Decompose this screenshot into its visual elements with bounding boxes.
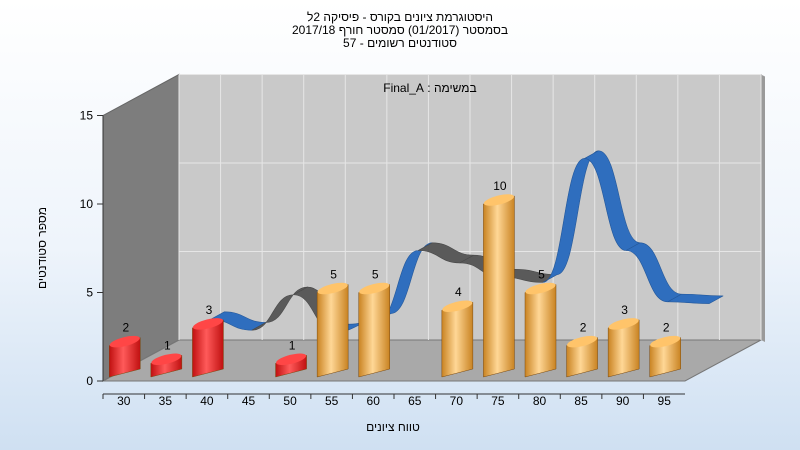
- x-tick-label: 80: [533, 394, 547, 408]
- bar-body: [566, 337, 598, 378]
- x-tick-label: 70: [450, 394, 464, 408]
- bar: 1: [275, 338, 307, 378]
- bar: 2: [649, 321, 681, 378]
- x-tick-label: 30: [117, 394, 131, 408]
- bar: 5: [316, 268, 349, 378]
- bar: 2: [566, 321, 598, 378]
- bar-body: [441, 301, 474, 378]
- bar-data-label: 10: [493, 179, 507, 193]
- bar-data-label: 3: [206, 303, 213, 317]
- bar-body: [649, 337, 681, 378]
- x-tick-label: 55: [325, 394, 339, 408]
- bar: 10: [483, 179, 515, 378]
- bar-body: [192, 319, 224, 378]
- y-axis-label: מספר סטודנטים: [35, 207, 49, 289]
- bar-body: [524, 284, 557, 378]
- x-tick-label: 85: [574, 394, 588, 408]
- bar: 1: [150, 338, 183, 378]
- bar: 2: [109, 321, 141, 378]
- bar-data-label: 1: [164, 338, 171, 352]
- bar-data-label: 5: [538, 268, 545, 282]
- chart-annotation: במשימה : Final_A: [383, 81, 476, 95]
- bar-cap: [483, 194, 515, 206]
- bar-cap: [608, 318, 639, 330]
- x-tick-label: 60: [367, 394, 381, 408]
- bar: 4: [441, 285, 474, 378]
- chart-title-line-1: היסטוגרמת ציונים בקורס - פיסיקה 2ל: [306, 10, 494, 24]
- back-wall-edge: [761, 74, 765, 342]
- bar-cap: [442, 300, 473, 312]
- bar-body: [607, 319, 640, 378]
- left-wall: [102, 73, 180, 382]
- bar: 5: [524, 268, 557, 378]
- y-tick-label: 5: [86, 286, 93, 300]
- bar-cap: [359, 282, 390, 295]
- x-axis-label: טווח ציונים: [366, 420, 420, 434]
- bars: 2 1 3 1 5 5 4 10 5 2 3 2: [109, 179, 681, 378]
- bar-body: [109, 337, 141, 378]
- distribution-curve: [210, 150, 724, 333]
- bar: 5: [358, 268, 390, 378]
- bar-cap: [109, 335, 140, 348]
- y-tick-label: 10: [80, 197, 94, 211]
- bar-cap: [525, 282, 556, 295]
- y-tick-label: 0: [86, 374, 93, 388]
- bar-data-label: 3: [621, 303, 628, 317]
- bar-data-label: 5: [330, 268, 337, 282]
- bar-cap: [151, 353, 182, 366]
- x-tick-label: 75: [491, 394, 505, 408]
- x-tick-label: 35: [159, 394, 173, 408]
- bar: 3: [607, 303, 640, 378]
- bar-cap: [566, 335, 598, 348]
- chart-title-line-3: סטודנטים רשומים - 57: [343, 36, 457, 50]
- bar-data-label: 4: [455, 285, 462, 299]
- chart-titles: היסטוגרמת ציונים בקורס - פיסיקה 2ל בסמסט…: [200, 11, 600, 50]
- bar-data-label: 2: [122, 321, 129, 335]
- bar-data-label: 2: [663, 321, 670, 335]
- y-tick-label: 15: [80, 109, 94, 123]
- bar-cap: [650, 335, 681, 348]
- bar-data-label: 5: [372, 268, 379, 282]
- x-tick-label: 95: [658, 394, 672, 408]
- x-tick-label: 65: [408, 394, 422, 408]
- bar-body: [316, 284, 349, 378]
- bar-body: [483, 195, 515, 378]
- bar-data-label: 2: [580, 321, 587, 335]
- x-tick-label: 90: [616, 394, 630, 408]
- chart-title-line-2: בסמסטר (01/2017) סמסטר חורף 2017/18: [291, 23, 509, 37]
- x-tick-label: 50: [283, 394, 297, 408]
- bar-body: [358, 284, 390, 378]
- bar: 3: [192, 303, 224, 378]
- x-tick-label: 45: [242, 394, 256, 408]
- bar-cap: [317, 282, 348, 295]
- bar-data-label: 1: [289, 338, 296, 352]
- bar-cap: [192, 318, 224, 330]
- curve-segment: [667, 293, 724, 304]
- x-tick-label: 40: [200, 394, 214, 408]
- bar-cap: [275, 353, 307, 366]
